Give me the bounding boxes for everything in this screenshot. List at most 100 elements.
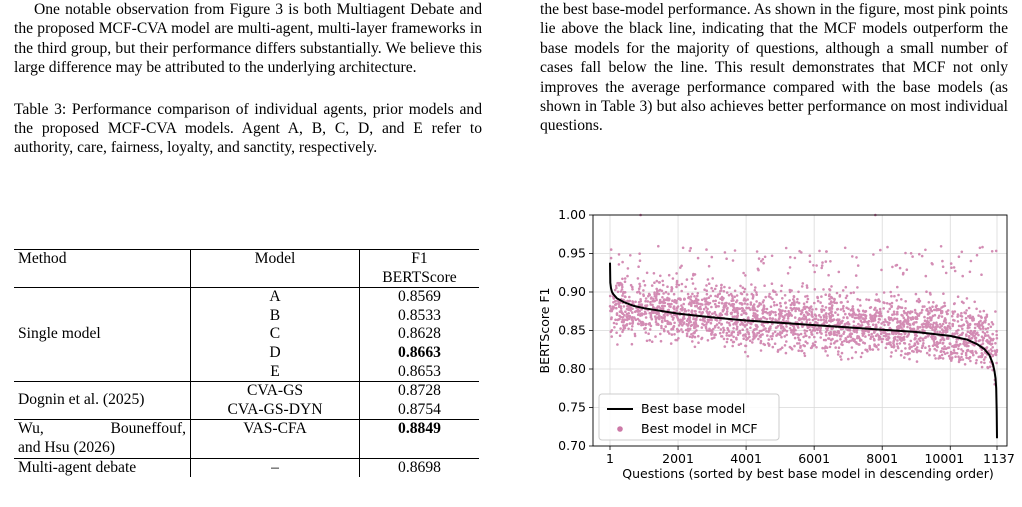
mcf-point bbox=[984, 356, 987, 359]
mcf-point bbox=[824, 312, 828, 315]
mcf-point bbox=[698, 310, 701, 314]
mcf-point bbox=[709, 321, 713, 325]
y-tick-label: 0.90 bbox=[558, 284, 586, 299]
mcf-point bbox=[762, 305, 766, 308]
mcf-point bbox=[970, 336, 974, 340]
mcf-point bbox=[756, 331, 759, 335]
mcf-point bbox=[751, 317, 754, 321]
mcf-point bbox=[937, 316, 940, 319]
mcf-point bbox=[712, 327, 715, 331]
mcf-point bbox=[837, 350, 840, 353]
mcf-point bbox=[816, 299, 820, 303]
mcf-point bbox=[844, 296, 848, 300]
mcf-point bbox=[770, 337, 774, 341]
mcf-point bbox=[796, 326, 800, 329]
mcf-point bbox=[619, 290, 623, 293]
y-tick-label: 0.70 bbox=[558, 438, 586, 453]
mcf-point bbox=[820, 264, 824, 267]
mcf-point bbox=[946, 312, 949, 316]
mcf-point bbox=[692, 274, 695, 277]
mcf-point bbox=[719, 297, 722, 300]
mcf-point bbox=[973, 331, 976, 334]
table-cell-score: 0.8653 bbox=[398, 362, 441, 380]
mcf-point bbox=[986, 365, 989, 369]
mcf-point bbox=[744, 344, 748, 348]
mcf-point bbox=[926, 317, 929, 320]
mcf-point bbox=[773, 304, 776, 307]
mcf-point bbox=[792, 298, 795, 301]
mcf-point bbox=[751, 306, 755, 309]
mcf-point bbox=[734, 308, 737, 312]
mcf-point bbox=[742, 337, 745, 340]
mcf-point bbox=[780, 284, 783, 287]
mcf-point bbox=[994, 342, 997, 345]
mcf-point bbox=[814, 340, 817, 344]
mcf-point bbox=[921, 344, 925, 347]
mcf-point bbox=[909, 339, 913, 343]
mcf-point bbox=[822, 338, 826, 342]
mcf-point bbox=[941, 331, 944, 335]
mcf-point bbox=[809, 321, 812, 325]
mcf-point bbox=[788, 299, 791, 302]
mcf-point bbox=[789, 313, 792, 316]
mcf-point bbox=[660, 326, 663, 330]
mcf-point bbox=[956, 332, 959, 335]
mcf-point bbox=[685, 278, 689, 281]
mcf-point bbox=[619, 327, 622, 330]
mcf-point bbox=[616, 281, 619, 285]
mcf-point bbox=[871, 316, 874, 319]
mcf-point bbox=[928, 349, 931, 352]
mcf-point bbox=[894, 264, 898, 267]
mcf-point bbox=[850, 313, 854, 317]
mcf-point bbox=[802, 302, 806, 305]
mcf-point bbox=[619, 307, 623, 310]
mcf-point bbox=[675, 309, 678, 312]
mcf-point bbox=[693, 326, 696, 330]
mcf-point bbox=[902, 335, 906, 339]
mcf-point bbox=[797, 342, 801, 345]
mcf-point bbox=[893, 317, 896, 321]
mcf-point bbox=[951, 332, 954, 335]
mcf-point bbox=[943, 352, 947, 356]
table-cell-score: 0.8628 bbox=[398, 325, 441, 343]
mcf-point bbox=[789, 255, 792, 259]
mcf-point bbox=[827, 273, 830, 277]
mcf-point bbox=[867, 319, 871, 323]
mcf-point bbox=[644, 322, 648, 326]
plot-area: 0.70 0.75 0.80 0.85 0.90 0.95 1.00 1 2001 4001 600… bbox=[537, 207, 1015, 481]
mcf-point bbox=[759, 303, 763, 306]
mcf-point bbox=[792, 331, 795, 335]
mcf-point bbox=[853, 316, 857, 320]
mcf-point bbox=[731, 297, 734, 300]
mcf-point bbox=[792, 295, 796, 299]
mcf-point bbox=[943, 301, 946, 305]
mcf-point bbox=[924, 336, 928, 339]
mcf-point bbox=[920, 308, 924, 312]
mcf-point bbox=[784, 309, 787, 313]
mcf-point bbox=[785, 325, 788, 328]
mcf-point bbox=[890, 294, 893, 298]
mcf-point bbox=[776, 350, 780, 353]
mcf-point bbox=[640, 303, 644, 306]
mcf-point bbox=[843, 246, 847, 250]
mcf-point bbox=[787, 309, 790, 313]
mcf-point bbox=[709, 294, 712, 298]
mcf-point bbox=[944, 271, 948, 275]
mcf-point bbox=[975, 253, 979, 257]
mcf-point bbox=[760, 323, 764, 326]
mcf-point bbox=[873, 317, 877, 320]
mcf-point bbox=[757, 337, 760, 341]
mcf-point bbox=[843, 322, 847, 326]
mcf-point bbox=[959, 314, 962, 318]
mcf-point bbox=[911, 317, 915, 321]
y-tick-label: 0.75 bbox=[558, 400, 586, 415]
mcf-point bbox=[965, 297, 969, 300]
mcf-point bbox=[638, 282, 641, 286]
mcf-point bbox=[815, 331, 819, 335]
mcf-point bbox=[629, 309, 632, 312]
mcf-point bbox=[970, 332, 973, 336]
mcf-point bbox=[652, 297, 655, 301]
mcf-point bbox=[639, 320, 643, 324]
mcf-point bbox=[758, 329, 762, 333]
mcf-point bbox=[726, 328, 730, 331]
